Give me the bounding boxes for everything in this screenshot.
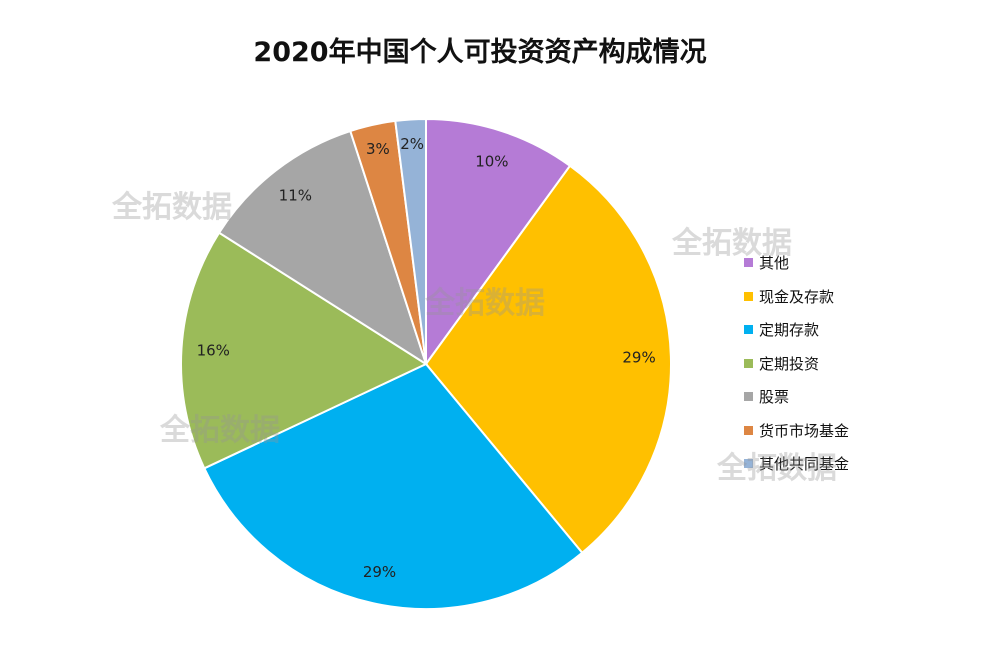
legend-item: 货币市场基金 [744, 414, 849, 448]
legend-swatch [744, 392, 753, 402]
pie-slice [425, 117, 572, 368]
legend-swatch [744, 291, 753, 301]
pie-slice [180, 231, 429, 470]
legend-label: 股票 [759, 388, 790, 407]
legend: 其他现金及存款定期存款定期投资股票货币市场基金 其他共同基金 [744, 246, 849, 481]
legend-swatch [744, 425, 753, 435]
pie-slice [424, 164, 672, 555]
legend-item: 现金及存款 [744, 280, 849, 314]
slice-data-label: 29% [622, 348, 655, 366]
legend-label: 货币市场基金 [759, 421, 850, 440]
legend-swatch [744, 459, 753, 469]
legend-item: 定期存款 [744, 313, 849, 347]
slice-data-label: 3% [366, 140, 390, 158]
legend-item: 其他 [744, 246, 849, 280]
legend-item: 其他共同基金 [744, 447, 849, 481]
slice-data-label: 10% [475, 152, 508, 170]
legend-label: 现金及存款 [759, 287, 835, 306]
slice-data-label: 29% [363, 563, 396, 581]
legend-label: 定期存款 [759, 321, 820, 340]
legend-swatch [744, 258, 753, 268]
pie-slice [202, 362, 584, 610]
legend-label: 其他共同基金 [759, 455, 850, 474]
legend-label: 其他 [759, 254, 790, 273]
pie-slice [394, 117, 427, 365]
chart-title: 2020年中国个人可投资资产构成情况 [253, 37, 707, 68]
legend-item: 定期投资 [744, 347, 849, 381]
legend-label: 定期投资 [759, 354, 820, 373]
slice-data-label: 16% [197, 342, 230, 360]
legend-item: 股票 [744, 380, 849, 414]
legend-swatch [744, 325, 753, 335]
slice-data-label: 2% [400, 135, 424, 153]
legend-swatch [744, 358, 753, 368]
pie-slice [217, 129, 428, 367]
slice-data-label: 11% [279, 187, 312, 205]
